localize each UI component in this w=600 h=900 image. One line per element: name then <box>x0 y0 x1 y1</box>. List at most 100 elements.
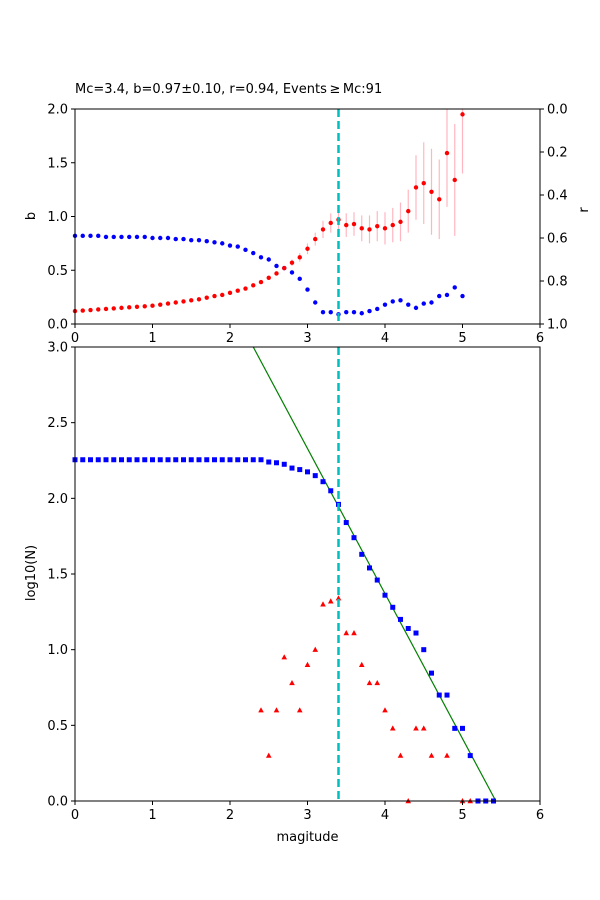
b-point <box>413 185 419 190</box>
noncumulative-point <box>320 601 326 607</box>
b-point <box>328 220 333 226</box>
cumulative-point <box>142 457 148 463</box>
b-point <box>313 236 318 242</box>
cumulative-point <box>126 457 132 463</box>
r-point <box>165 235 171 241</box>
r-point <box>220 241 225 246</box>
b-point <box>258 279 264 285</box>
cumulative-point <box>367 565 372 571</box>
r-point <box>96 233 101 239</box>
b-point <box>251 283 256 288</box>
top-y-tick-label: 1.5 <box>47 156 68 171</box>
top-y-tick-label: 1.0 <box>47 210 68 225</box>
top-x-tick-label: 3 <box>303 331 311 346</box>
b-point <box>196 297 202 302</box>
r-point <box>80 233 85 239</box>
cumulative-point <box>429 670 434 676</box>
r-point <box>351 309 357 315</box>
cumulative-point <box>359 551 365 557</box>
bottom-x-tick-label: 3 <box>303 808 311 823</box>
b-point <box>150 303 155 308</box>
cumulative-point <box>219 457 225 463</box>
b-point <box>406 208 411 214</box>
top-y-tick-label: 0.5 <box>47 264 68 279</box>
r-point <box>289 270 295 275</box>
r-point <box>212 240 217 245</box>
top-x-tick-label: 6 <box>536 331 544 346</box>
cumulative-point <box>328 488 334 494</box>
cumulative-point <box>188 457 194 463</box>
b-point <box>305 246 310 251</box>
r-point <box>305 287 310 292</box>
r-point <box>452 285 457 290</box>
cumulative-point <box>196 457 202 463</box>
b-point <box>88 307 93 313</box>
b-point <box>181 299 186 304</box>
noncumulative-point <box>265 752 272 758</box>
cumulative-point <box>173 457 179 463</box>
cumulative-point <box>467 753 473 759</box>
noncumulative-point <box>273 707 280 713</box>
b-point <box>227 290 233 296</box>
cumulative-point <box>227 457 233 463</box>
noncumulative-point <box>312 646 319 652</box>
b-point <box>111 306 116 311</box>
cumulative-point <box>235 457 241 463</box>
cumulative-point <box>398 616 403 622</box>
r-point <box>189 237 194 243</box>
bottom-plot-area: 0 1 2 3 4 5 6 0.0 0.5 1.0 1.5 2.0 2.5 3.0 <box>47 341 544 824</box>
r-point <box>274 263 279 269</box>
bottom-x-tick-label: 6 <box>536 808 544 823</box>
b-point <box>359 226 364 231</box>
r-point <box>173 236 178 242</box>
cumulative-point <box>95 457 101 463</box>
b-point <box>429 189 434 194</box>
b-point <box>243 286 248 291</box>
bottom-y-tick-label: 2.5 <box>47 416 68 431</box>
cumulative-point <box>390 604 396 610</box>
r-point <box>367 308 372 314</box>
noncumulative-point <box>281 654 288 660</box>
top-right-axis-label: r <box>577 207 592 213</box>
cumulative-point <box>382 592 388 598</box>
r-point <box>88 233 93 239</box>
cumulative-point <box>157 457 163 463</box>
b-point <box>103 306 109 312</box>
bottom-x-tick-label: 5 <box>458 808 466 823</box>
top-x-tick-label: 4 <box>381 331 389 346</box>
cumulative-point <box>266 459 272 465</box>
cumulative-point <box>305 469 310 475</box>
cumulative-point <box>351 535 357 541</box>
r-point <box>437 293 442 299</box>
r-point <box>142 234 147 240</box>
bottom-y-tick-label: 3.0 <box>47 341 68 356</box>
b-point <box>165 301 171 306</box>
b-point <box>158 302 163 307</box>
noncumulative-point <box>258 707 264 713</box>
b-point <box>274 271 279 276</box>
top-panel: Mc=3.4, b=0.97±0.10, r=0.94, Events ≥ Mc… <box>24 82 592 346</box>
bottom-x-axis-label: magitude <box>276 830 338 845</box>
r-point <box>359 311 364 316</box>
b-point <box>173 300 178 305</box>
r-point <box>444 292 450 298</box>
cumulative-point <box>281 461 287 467</box>
cumulative-point <box>119 457 124 463</box>
cumulative-point <box>134 457 140 463</box>
b-point <box>289 260 295 265</box>
bottom-y-tick-label: 2.0 <box>47 492 68 507</box>
cumulative-point <box>343 520 349 526</box>
r-point <box>127 234 132 240</box>
bottom-y-tick-label: 1.5 <box>47 568 68 583</box>
cumulative-point <box>165 457 171 463</box>
noncumulative-point <box>366 679 373 686</box>
noncumulative-point <box>343 630 350 636</box>
b-point <box>452 177 457 183</box>
fit-line <box>252 346 497 802</box>
r-point <box>375 306 380 312</box>
noncumulative-point <box>382 707 388 713</box>
r-point <box>150 235 155 241</box>
cumulative-point <box>250 457 256 463</box>
noncumulative-point <box>296 707 303 713</box>
cumulative-point <box>460 725 465 731</box>
